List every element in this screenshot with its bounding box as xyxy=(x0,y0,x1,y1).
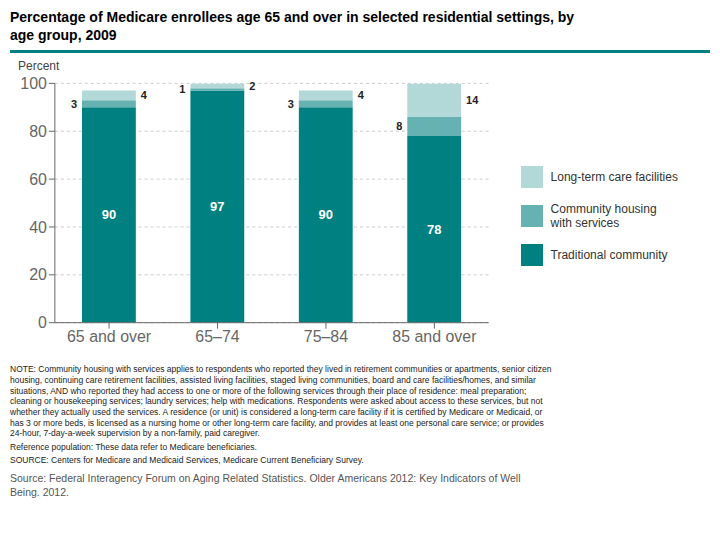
html-text:Long-term care facilities: Long-term care facilities xyxy=(550,169,678,184)
svg-text:8: 8 xyxy=(396,121,402,133)
html-text:SOURCE: Centers for Medicare a: SOURCE: Centers for Medicare and Medicai… xyxy=(10,455,364,466)
svg-text:85 and over: 85 and over xyxy=(392,328,477,345)
html-text:Community housing with service: Community housing with services xyxy=(550,201,657,230)
html-text:NOTE: Community housing with s: NOTE: Community housing with services ap… xyxy=(10,364,552,439)
html-text:Reference population: These da: Reference population: These data refer t… xyxy=(10,441,257,452)
svg-text:75–84: 75–84 xyxy=(304,328,348,345)
svg-text:97: 97 xyxy=(210,200,224,215)
svg-text:40: 40 xyxy=(29,219,47,236)
svg-text:4: 4 xyxy=(141,90,148,102)
html-text:Percent: Percent xyxy=(18,59,60,74)
html-text:Percentage of Medicare enrolle: Percentage of Medicare enrollees age 65 … xyxy=(10,9,575,44)
svg-text:0: 0 xyxy=(38,315,47,332)
svg-text:78: 78 xyxy=(427,222,441,237)
html-text:Source: Federal Interagency Fo: Source: Federal Interagency Forum on Agi… xyxy=(10,472,521,498)
svg-text:20: 20 xyxy=(29,267,47,284)
svg-text:60: 60 xyxy=(29,171,47,188)
svg-text:90: 90 xyxy=(319,208,333,223)
svg-text:14: 14 xyxy=(466,95,479,107)
svg-text:90: 90 xyxy=(102,208,116,223)
svg-text:100: 100 xyxy=(20,75,47,92)
svg-text:1: 1 xyxy=(179,84,185,96)
svg-text:4: 4 xyxy=(358,90,365,102)
svg-text:3: 3 xyxy=(71,98,77,110)
svg-text:80: 80 xyxy=(29,123,47,140)
svg-text:65 and over: 65 and over xyxy=(67,328,152,345)
svg-text:2: 2 xyxy=(249,80,255,92)
html-text:Traditional community: Traditional community xyxy=(550,247,668,262)
svg-text:3: 3 xyxy=(288,98,294,110)
svg-text:65–74: 65–74 xyxy=(195,328,239,345)
